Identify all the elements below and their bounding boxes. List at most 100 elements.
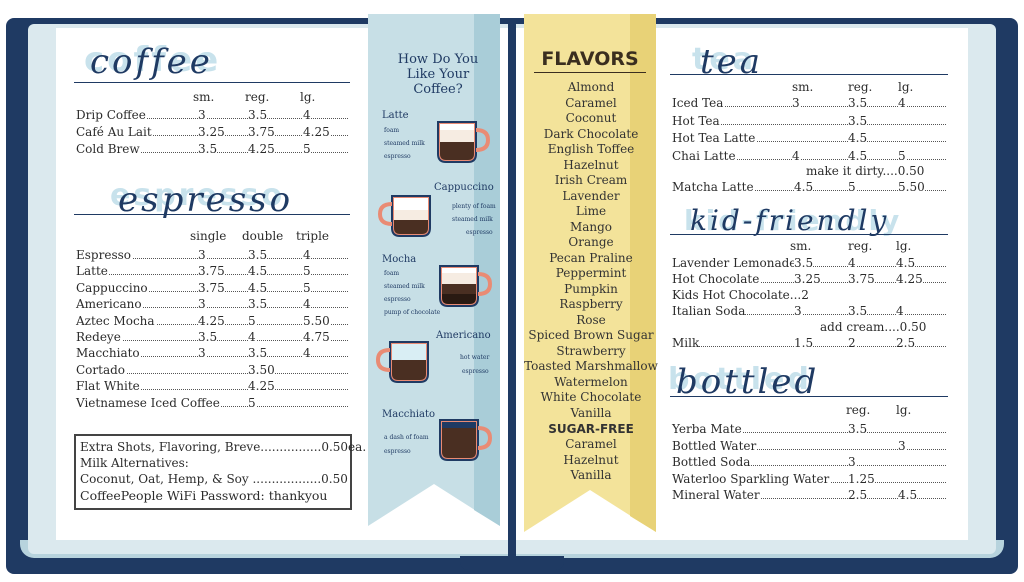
item-price: 3.5 — [248, 248, 268, 262]
flavor-item: English Toffee — [547, 142, 635, 156]
item-price: 3.75 — [848, 272, 875, 286]
coffee-size-sm: sm. — [193, 90, 215, 104]
item-name: Hot Tea Latte — [672, 131, 757, 145]
guide-title: How Do You Like Your Coffee? — [376, 52, 500, 97]
item-name: Matcha Latte — [672, 180, 754, 194]
item-price: 3.5 — [848, 422, 868, 436]
flavor-item: Rose — [576, 312, 606, 327]
item-price: 5 — [248, 313, 256, 328]
menu-item-row: Redeye 3.5 4 4.75 — [76, 330, 348, 344]
mocha-label: Mocha — [382, 254, 417, 265]
cappuccino-foam-label: plenty of foam — [452, 203, 496, 210]
menu-item-row: Italian Soda 3 3.5 4 — [672, 304, 946, 318]
coffee-size-reg: reg. — [245, 90, 270, 104]
item-name: Macchiato — [76, 346, 141, 361]
item-price: 2.5 — [896, 336, 916, 350]
menu-item-row: Vietnamese Iced Coffee 5 — [76, 395, 348, 410]
item-name: Yerba Mate — [672, 422, 743, 436]
menu-item-row: Cappuccino 3.75 4.5 5 — [76, 280, 348, 295]
tea-size-reg: reg. — [848, 80, 873, 94]
macchiato-foam-label: a dash of foam — [384, 434, 429, 441]
kid-size-lg: lg. — [896, 239, 912, 253]
flavor-item: Vanilla — [570, 405, 612, 420]
item-price: 4.25 — [303, 125, 330, 139]
americano-cup-icon — [376, 341, 429, 383]
macchiato-label: Macchiato — [382, 409, 436, 420]
item-price: 4.5 — [794, 180, 814, 194]
menu-item-row: Cold Brew 3.5 4.25 5 — [76, 142, 348, 156]
flavors-rule — [534, 72, 646, 73]
item-price: 4.5 — [248, 264, 268, 279]
item-price: 4.25 — [248, 142, 275, 156]
coffee-rule — [74, 82, 350, 83]
flavor-item: Pumpkin — [564, 281, 618, 296]
coffee-title: coffee — [90, 42, 213, 82]
dotted-leader — [672, 432, 946, 433]
dotted-leader — [76, 258, 348, 259]
item-price: 3 — [198, 346, 206, 361]
dotted-leader — [672, 123, 946, 125]
menu-item-row: Bottled Water 3 — [672, 438, 946, 453]
item-price: 2.5 — [848, 488, 868, 502]
item-price: 4.25 — [896, 272, 923, 286]
item-price: 4 — [303, 297, 311, 312]
menu-item-row: Hot Chocolate 3.25 3.75 4.25 — [672, 272, 946, 286]
wifi-password: CoffeePeople WiFi Password: thankyou — [80, 488, 328, 503]
flavor-item: Caramel — [565, 95, 617, 110]
menu-item-row: Cortado 3.50 — [76, 362, 348, 377]
mocha-chocolate-label: pump of chocolate — [384, 309, 441, 316]
menu-item-row: Hot Tea 3.5 — [672, 113, 946, 128]
mocha-cup-icon — [439, 265, 492, 307]
flavor-item: Almond — [567, 80, 615, 94]
item-price: 3.5 — [848, 96, 868, 110]
item-price: 4.5 — [896, 256, 916, 270]
guide-title-line-2: Like Your — [406, 67, 470, 82]
cappuccino-espresso-label: espresso — [466, 229, 493, 236]
americano-espresso-label: espresso — [462, 368, 489, 375]
tea-size-lg: lg. — [898, 80, 914, 94]
menu-item-row: Flat White 4.25 — [76, 379, 348, 394]
menu-item-row: Macchiato 3 3.5 4 — [76, 346, 348, 361]
sugar-free-item: Vanilla — [570, 468, 612, 482]
item-price: 3.25 — [794, 272, 821, 286]
dotted-leader — [672, 314, 946, 315]
bottled-size-reg: reg. — [846, 403, 871, 417]
flavor-item: Coconut — [565, 111, 617, 125]
sugar-free-title: SUGAR-FREE — [548, 422, 634, 436]
flavors-ribbon — [524, 14, 656, 532]
sugar-free-item: Caramel — [565, 437, 617, 451]
latte-espresso-label: espresso — [384, 153, 411, 160]
item-name: Mineral Water — [672, 488, 761, 502]
menu-item-row: Milk 1.5 2 2.5 — [672, 336, 946, 350]
dotted-leader — [672, 448, 946, 450]
latte-foam-label: foam — [384, 127, 400, 134]
item-price: 4 — [792, 148, 800, 163]
book-spine — [508, 20, 516, 560]
item-price: 4.5 — [898, 488, 918, 502]
extras-line-2: Milk Alternatives: — [80, 456, 189, 470]
item-price: 3 — [794, 304, 802, 318]
cappuccino-label: Cappuccino — [434, 182, 494, 193]
item-price: 4 — [896, 304, 904, 318]
item-price: 4 — [848, 256, 856, 270]
item-price: 3.5 — [198, 330, 218, 344]
item-price: 3.75 — [198, 264, 225, 279]
menu-item-row: Café Au Lait 3.25 3.75 4.25 — [76, 125, 348, 139]
mocha-milk-label: steamed milk — [384, 283, 425, 290]
item-name: Café Au Lait — [76, 125, 153, 139]
menu-item-row: Hot Tea Latte 4.5 — [672, 131, 946, 145]
flavor-item: Dark Chocolate — [543, 126, 639, 141]
item-name: Cortado — [76, 362, 127, 377]
extras-box: Extra Shots, Flavoring, Breve...........… — [74, 434, 366, 510]
item-price: 4.5 — [848, 148, 868, 163]
item-price: 1.5 — [794, 336, 814, 350]
item-name: Aztec Mocha — [76, 313, 156, 328]
item-name: Cappuccino — [76, 280, 149, 295]
tea-dirty-addon: make it dirty....0.50 — [806, 164, 925, 178]
bottled-ghost-title: bottled — [668, 362, 812, 397]
item-price: 4 — [898, 96, 906, 110]
flavor-item: Spiced Brown Sugar — [528, 328, 654, 342]
item-price: 3.5 — [848, 113, 868, 128]
menu-item-row: Lavender Lemonade 3.5 4 4.5 — [672, 256, 946, 270]
bottled-size-lg: lg. — [896, 403, 912, 417]
